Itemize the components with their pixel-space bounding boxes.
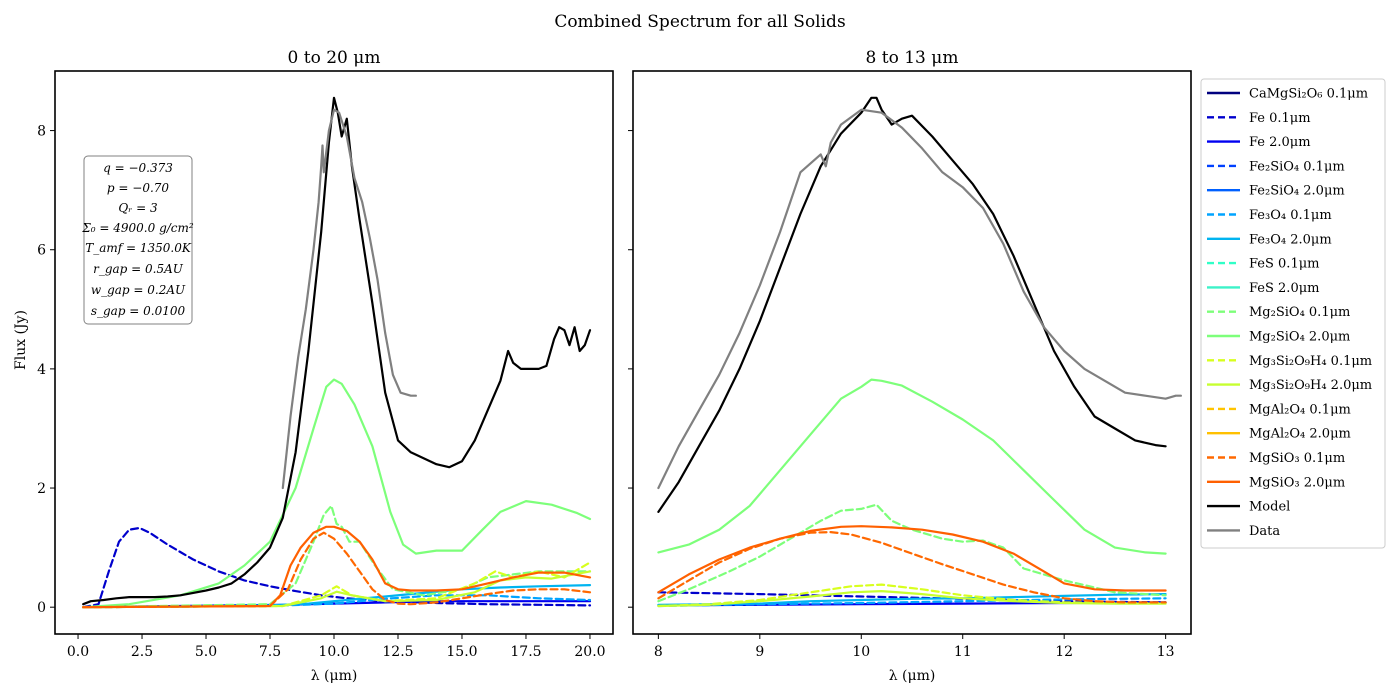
legend-label: Mg₃Si₂O₉H₄ 2.0μm [1249, 378, 1372, 393]
right-series-line [657, 108, 1183, 490]
left-series-line [281, 108, 417, 490]
panel-left-ticks: 0.0 2.5 5.0 7.5 10.0 12.5 15.0 17.5 20.0 0 2 4 6 8 [37, 124, 605, 660]
panel-left-xlabel: λ (μm) [311, 668, 358, 684]
legend-frame [1200, 78, 1386, 549]
right-series-line [657, 589, 1167, 608]
right-series-line [657, 530, 1167, 604]
legend-label: CaMgSi₂O₆ 0.1μm [1249, 87, 1368, 102]
panel-right: 8 to 13 μm λ (μm) 8 9 10 11 12 13 [628, 48, 1192, 684]
left-series-line [82, 570, 592, 609]
param-p: p = −0.70 [107, 181, 170, 195]
left-xtick-label: 10.0 [318, 644, 349, 660]
parameter-box-frame [83, 155, 193, 325]
legend-label: Fe₃O₄ 2.0μm [1249, 232, 1332, 247]
legend-label: Model [1249, 500, 1290, 515]
legend-label: FeS 0.1μm [1249, 257, 1320, 272]
parameter-box: q = −0.373 p = −0.70 Qᵣ = 3 Σ₀ = 4900.0 … [81, 155, 194, 325]
panel-left-title: 0 to 20 μm [288, 48, 381, 68]
left-xtick-label: 17.5 [510, 644, 541, 660]
panel-right-ticks: 8 9 10 11 12 13 [628, 130, 1175, 660]
left-ytick-label: 2 [37, 481, 46, 497]
legend-items: CaMgSi₂O₆ 0.1μm Fe 0.1μm Fe 2.0μm Fe₂SiO₄ 0… [1207, 87, 1372, 539]
legend-label: MgSiO₃ 0.1μm [1249, 451, 1345, 466]
param-qr: Qᵣ = 3 [118, 201, 158, 215]
legend: CaMgSi₂O₆ 0.1μm Fe 0.1μm Fe 2.0μm Fe₂SiO₄ 0… [1200, 78, 1386, 549]
right-xtick-label: 12 [1055, 644, 1073, 660]
left-series-line [82, 526, 592, 609]
right-series-line [657, 503, 1167, 603]
param-wgap: w_gap = 0.2AU [91, 283, 186, 297]
param-tamf: T_amf = 1350.0K [85, 241, 192, 255]
right-xtick-label: 9 [755, 644, 764, 660]
legend-label: MgAl₂O₄ 2.0μm [1249, 427, 1351, 442]
right-series-line [657, 591, 1167, 604]
left-series-line [82, 525, 592, 609]
param-sigma0: Σ₀ = 4900.0 g/cm² [81, 221, 194, 235]
left-xtick-label: 2.5 [131, 644, 153, 660]
left-xtick-label: 12.5 [382, 644, 413, 660]
left-ytick-label: 6 [37, 243, 46, 259]
panel-left-series [82, 96, 592, 609]
legend-label: Fe 0.1μm [1249, 111, 1311, 126]
param-sgap: s_gap = 0.0100 [91, 304, 186, 318]
legend-label: Fe₂SiO₄ 0.1μm [1249, 159, 1345, 174]
panel-left-frame [54, 70, 614, 635]
panel-right-series [657, 96, 1183, 608]
right-xtick-label: 8 [654, 644, 663, 660]
panel-left: 0 to 20 μm λ (μm) Flux (Jy) 0.0 2.5 5.0 7.5… [13, 48, 614, 684]
legend-label: Data [1249, 524, 1280, 539]
param-rgap: r_gap = 0.5AU [93, 262, 184, 276]
left-xtick-label: 0.0 [67, 644, 89, 660]
right-xtick-label: 13 [1157, 644, 1175, 660]
figure-title: Combined Spectrum for all Solids [554, 12, 845, 32]
legend-label: Fe₃O₄ 0.1μm [1249, 208, 1332, 223]
right-series-line [657, 525, 1167, 594]
left-xtick-label: 7.5 [259, 644, 281, 660]
legend-label: Fe 2.0μm [1249, 135, 1311, 150]
panel-left-ylabel: Flux (Jy) [13, 310, 29, 370]
panel-right-xlabel: λ (μm) [889, 668, 936, 684]
legend-label: Fe₂SiO₄ 2.0μm [1249, 184, 1345, 199]
left-ytick-label: 0 [37, 600, 46, 616]
param-q: q = −0.373 [103, 161, 173, 175]
panel-right-frame [632, 70, 1192, 635]
left-xtick-label: 20.0 [574, 644, 605, 660]
left-series-line [82, 531, 592, 609]
left-ytick-label: 4 [37, 362, 46, 378]
legend-label: Mg₃Si₂O₉H₄ 0.1μm [1249, 354, 1372, 369]
legend-label: Mg₂SiO₄ 2.0μm [1249, 330, 1350, 345]
left-series-line [82, 96, 592, 606]
left-xtick-label: 5.0 [195, 644, 217, 660]
legend-label: FeS 2.0μm [1249, 281, 1320, 296]
left-xtick-label: 15.0 [446, 644, 477, 660]
right-series-line [657, 96, 1167, 513]
legend-label: Mg₂SiO₄ 0.1μm [1249, 305, 1350, 320]
right-xtick-label: 10 [852, 644, 870, 660]
legend-label: MgSiO₃ 2.0μm [1249, 475, 1345, 490]
left-series-line [82, 378, 592, 609]
left-ytick-label: 8 [37, 124, 46, 140]
legend-label: MgAl₂O₄ 0.1μm [1249, 402, 1351, 417]
right-series-line [657, 378, 1167, 555]
panel-right-title: 8 to 13 μm [866, 48, 959, 68]
right-xtick-label: 11 [954, 644, 972, 660]
